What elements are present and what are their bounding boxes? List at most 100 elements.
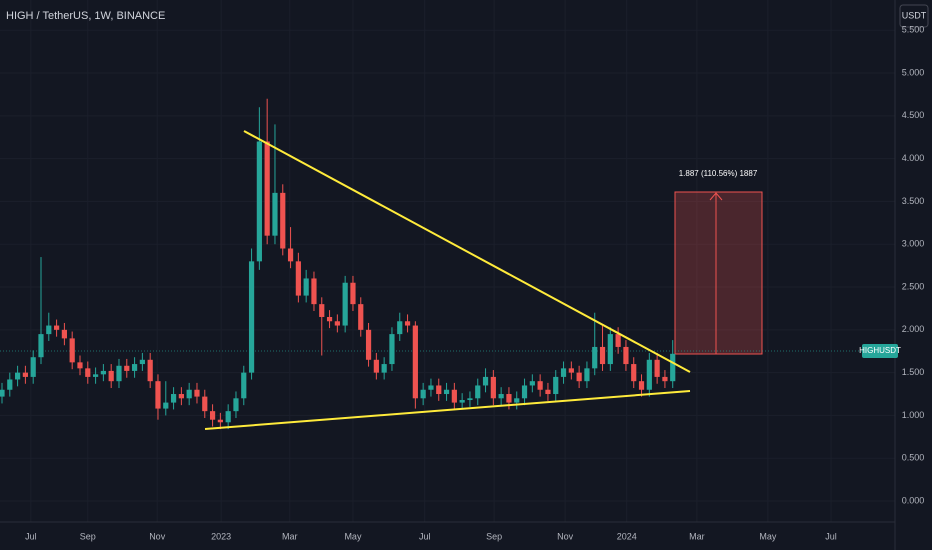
candle-body bbox=[373, 359, 379, 373]
candle-body bbox=[295, 261, 301, 296]
candle-body bbox=[459, 400, 465, 403]
candle-body bbox=[662, 376, 668, 382]
symbol-tag bbox=[862, 344, 898, 358]
candle-body bbox=[272, 192, 278, 236]
y-tick-label: 0.000 bbox=[902, 495, 925, 505]
x-tick-label: Jul bbox=[825, 531, 837, 541]
candle-body bbox=[506, 394, 512, 403]
candle-body bbox=[38, 334, 44, 358]
candle-body bbox=[592, 346, 598, 369]
candle-body bbox=[186, 389, 192, 399]
trend-line-lower[interactable] bbox=[204, 390, 691, 430]
currency-label: USDT bbox=[902, 10, 927, 20]
candle-body bbox=[108, 370, 114, 382]
x-tick-label: Sep bbox=[486, 531, 502, 541]
candle-body bbox=[256, 141, 262, 262]
candle-body bbox=[365, 329, 372, 360]
x-tick-label: Mar bbox=[689, 531, 705, 541]
candle-body bbox=[545, 389, 551, 395]
x-tick-label: 2024 bbox=[617, 531, 637, 541]
candle-body bbox=[85, 368, 91, 377]
y-tick-label: 4.000 bbox=[902, 153, 925, 163]
x-tick-label: Nov bbox=[557, 531, 574, 541]
candle-body bbox=[326, 316, 333, 322]
candle-body bbox=[537, 381, 543, 390]
y-tick-label: 3.000 bbox=[902, 239, 925, 249]
candle-body bbox=[61, 329, 67, 339]
candle-body bbox=[0, 389, 5, 397]
candle-body bbox=[30, 357, 36, 377]
candle-body bbox=[248, 261, 255, 373]
y-tick-label: 5.000 bbox=[902, 67, 925, 77]
target-zone[interactable] bbox=[674, 191, 763, 355]
candle-body bbox=[467, 398, 473, 401]
candle-body bbox=[69, 338, 75, 363]
candle-body bbox=[482, 376, 489, 386]
candle-body bbox=[560, 368, 567, 377]
candle-body bbox=[170, 394, 177, 403]
candle-body bbox=[599, 346, 606, 365]
y-tick-label: 3.500 bbox=[902, 196, 925, 206]
candle-body bbox=[646, 359, 652, 390]
y-tick-label: 5.500 bbox=[902, 25, 925, 35]
candle-body bbox=[139, 359, 145, 365]
candle-body bbox=[607, 334, 613, 365]
candle-body bbox=[420, 389, 426, 399]
x-tick-label: Nov bbox=[149, 531, 166, 541]
candle-body bbox=[498, 394, 504, 399]
candle-body bbox=[623, 346, 629, 365]
x-tick-label: 2023 bbox=[211, 531, 231, 541]
symbol-tag-label: HIGHUSDT bbox=[859, 346, 901, 355]
candle-body bbox=[529, 381, 535, 386]
candle-body bbox=[584, 368, 590, 382]
candle-body bbox=[631, 364, 637, 382]
candle-body bbox=[553, 376, 559, 395]
candle-body bbox=[163, 402, 169, 409]
grid bbox=[0, 0, 895, 522]
candle-body bbox=[147, 359, 153, 382]
candle-body bbox=[358, 304, 364, 330]
candle-body bbox=[576, 372, 582, 382]
candle-body bbox=[241, 372, 247, 399]
candle-body bbox=[287, 248, 294, 262]
x-tick-label: May bbox=[344, 531, 362, 541]
candle-body bbox=[568, 368, 574, 373]
x-tick-label: Jul bbox=[419, 531, 431, 541]
candle-body bbox=[451, 389, 457, 403]
y-tick-label: 1.500 bbox=[902, 367, 925, 377]
y-tick-label: 4.500 bbox=[902, 110, 925, 120]
candle-body bbox=[100, 370, 106, 375]
candle-body bbox=[225, 411, 231, 423]
candle-body bbox=[264, 141, 270, 236]
candle-body bbox=[428, 385, 434, 390]
candle-body bbox=[116, 365, 122, 382]
candle-body bbox=[404, 321, 411, 326]
candle-body bbox=[280, 192, 286, 249]
candle-body bbox=[412, 325, 418, 399]
currency-button[interactable] bbox=[899, 4, 929, 28]
candle-body bbox=[381, 364, 387, 373]
candle-body bbox=[615, 334, 621, 347]
candle-body bbox=[131, 364, 138, 371]
candle-body bbox=[521, 385, 528, 399]
candle-body bbox=[436, 385, 442, 395]
target-label: 1.887 (110.56%) 1887 bbox=[679, 169, 758, 178]
candle-body bbox=[303, 278, 309, 296]
candle-body bbox=[670, 353, 676, 382]
candle-body bbox=[638, 381, 645, 390]
candle-body bbox=[194, 389, 200, 397]
candle-body bbox=[217, 419, 223, 423]
candle-body bbox=[124, 365, 130, 371]
trend-line-upper[interactable] bbox=[243, 130, 691, 373]
candle-body bbox=[178, 394, 184, 399]
candle-body bbox=[397, 321, 403, 335]
candle-body bbox=[7, 379, 13, 390]
candle-body bbox=[22, 372, 28, 377]
candle-body bbox=[46, 325, 52, 335]
x-tick-label: Sep bbox=[80, 531, 96, 541]
chart-title: HIGH / TetherUS, 1W, BINANCE bbox=[6, 10, 165, 22]
candle-body bbox=[475, 385, 481, 399]
y-tick-label: 1.000 bbox=[902, 410, 925, 420]
